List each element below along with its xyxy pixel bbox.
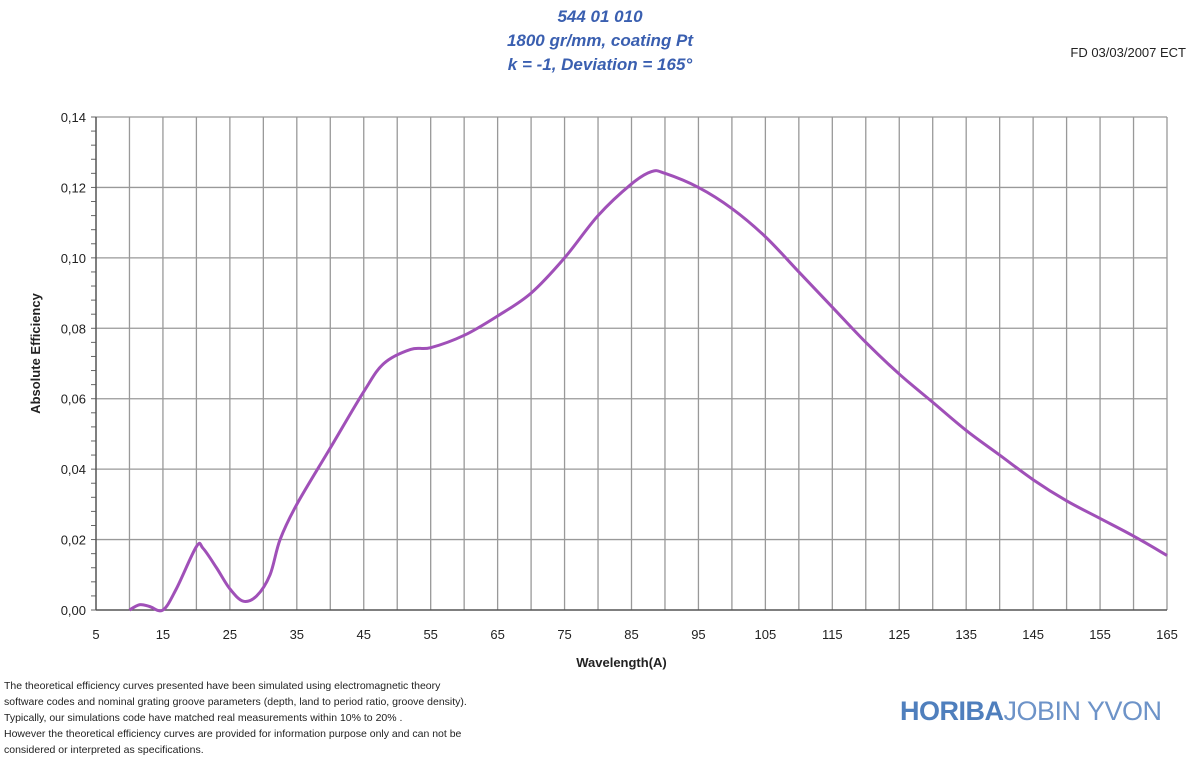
efficiency-curve (128, 169, 1168, 613)
x-tick-label: 5 (92, 627, 99, 642)
x-tick-label: 15 (156, 627, 170, 642)
y-tick-label: 0,00 (61, 603, 86, 618)
note-line: The theoretical efficiency curves presen… (4, 680, 441, 692)
x-tick-label: 75 (557, 627, 571, 642)
x-tick-label: 35 (290, 627, 304, 642)
y-tick-label: 0,08 (61, 321, 86, 336)
x-tick-label: 25 (223, 627, 237, 642)
chart-title-line-3: k = -1, Deviation = 165° (507, 55, 693, 74)
note-line: software codes and nominal grating groov… (4, 696, 467, 708)
x-tick-label: 125 (888, 627, 910, 642)
chart-title-line-2: 1800 gr/mm, coating Pt (506, 31, 694, 50)
disclaimer-note: The theoretical efficiency curves presen… (4, 678, 467, 758)
y-tick-label: 0,04 (61, 462, 86, 477)
note-line: However the theoretical efficiency curve… (4, 728, 462, 740)
chart-title-line-1: 544 01 010 (557, 7, 643, 26)
y-tick-label: 0,06 (61, 392, 86, 407)
x-tick-label: 45 (357, 627, 371, 642)
note-line: considered or interpreted as specificati… (4, 744, 204, 756)
x-tick-label: 105 (755, 627, 777, 642)
y-tick-label: 0,12 (61, 180, 86, 195)
y-tick-label: 0,02 (61, 533, 86, 548)
note-line: Typically, our simulations code have mat… (4, 712, 403, 724)
date-stamp: FD 03/03/2007 ECT (1070, 45, 1186, 60)
x-axis-label: Wavelength(A) (576, 655, 667, 670)
y-axis-label: Absolute Efficiency (28, 292, 43, 413)
y-tick-label: 0,10 (61, 251, 86, 266)
x-tick-label: 115 (822, 627, 843, 642)
horiba-logo: HORIBAJOBIN YVON (900, 696, 1162, 727)
x-tick-label: 95 (691, 627, 705, 642)
x-tick-label: 165 (1156, 627, 1178, 642)
x-tick-label: 55 (423, 627, 437, 642)
logo-bold: HORIBA (900, 696, 1004, 726)
x-tick-label: 135 (955, 627, 977, 642)
logo-light: JOBIN YVON (1003, 696, 1163, 726)
x-tick-label: 155 (1089, 627, 1111, 642)
x-tick-label: 145 (1022, 627, 1044, 642)
x-tick-label: 65 (490, 627, 504, 642)
y-tick-label: 0,14 (61, 110, 86, 125)
efficiency-chart: 5 15 25 35 45 55 65 75 85 95 105 115 125 135 145 155 165… (28, 110, 1178, 670)
x-tick-label: 85 (624, 627, 638, 642)
